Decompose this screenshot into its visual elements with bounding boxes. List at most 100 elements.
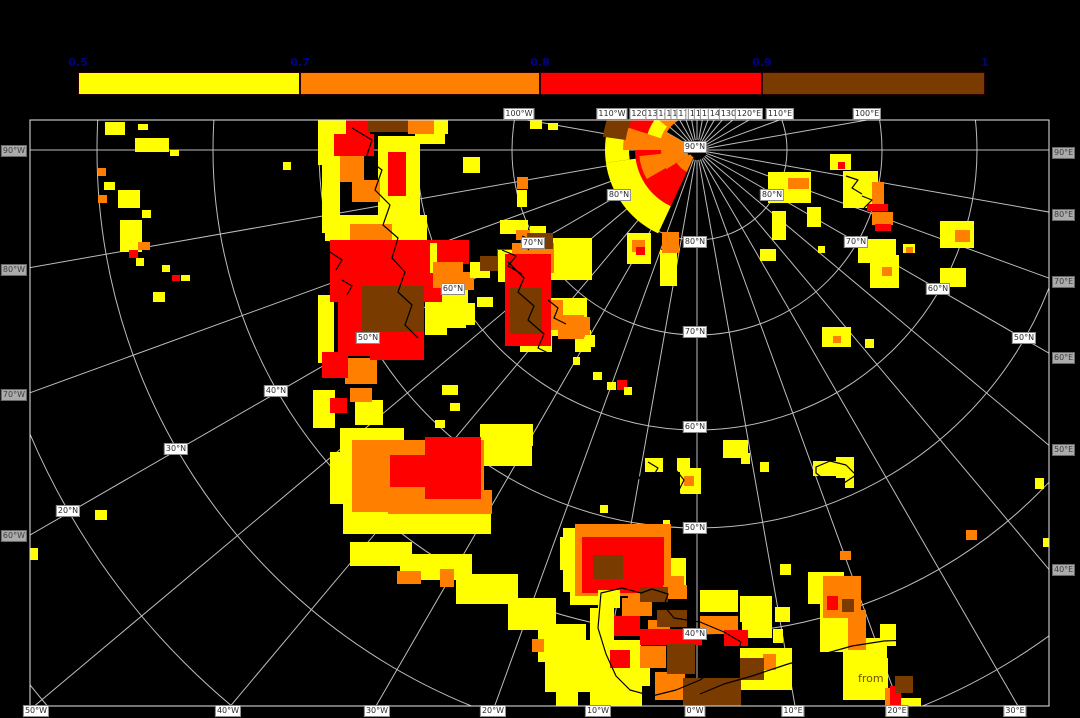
coastline xyxy=(507,261,555,357)
data-cell xyxy=(388,152,406,196)
colorbar-tick-label: 0.9 xyxy=(752,56,772,69)
data-cell xyxy=(740,658,764,680)
data-cell xyxy=(573,357,580,365)
latitude-label: 20°N xyxy=(55,505,81,517)
data-cell xyxy=(966,530,977,540)
right-longitude-label: 60°E xyxy=(1052,352,1076,364)
data-cell xyxy=(153,292,165,302)
coastline xyxy=(845,175,873,209)
data-cell xyxy=(510,288,542,334)
data-cell xyxy=(760,462,769,472)
data-cell xyxy=(432,120,448,134)
meridian-line xyxy=(30,151,688,269)
colorbar-segment xyxy=(300,72,540,95)
left-longitude-label: 80°W xyxy=(0,264,27,276)
data-cell xyxy=(322,158,340,233)
data-cell xyxy=(840,457,851,468)
latitude-label: 80°N xyxy=(759,189,785,201)
bottom-longitude-label: 0°W xyxy=(684,705,706,717)
data-cell xyxy=(842,599,854,612)
data-cell xyxy=(98,168,106,176)
data-cell xyxy=(955,230,970,242)
data-cell xyxy=(352,180,380,202)
data-cell xyxy=(700,590,738,612)
right-longitude-label: 40°E xyxy=(1052,564,1076,576)
coastline xyxy=(351,127,419,339)
data-cell xyxy=(845,479,854,488)
data-cell xyxy=(135,138,169,152)
coastline xyxy=(699,639,913,695)
data-cell xyxy=(882,267,892,276)
data-cell xyxy=(172,275,180,281)
coastline xyxy=(329,251,353,296)
meridian-line xyxy=(30,152,688,394)
data-cell xyxy=(456,574,518,604)
data-cell xyxy=(880,624,896,646)
data-cell xyxy=(368,120,408,132)
top-longitude-label: 110°W xyxy=(596,108,628,120)
data-cell xyxy=(340,152,364,182)
data-cell xyxy=(95,510,107,520)
data-cell xyxy=(593,372,602,380)
colorbar-segment xyxy=(78,72,300,95)
data-cell xyxy=(118,190,140,208)
data-cell xyxy=(600,505,608,513)
data-cell xyxy=(840,551,851,560)
data-cell xyxy=(741,453,750,464)
data-cell xyxy=(120,220,142,252)
coastline xyxy=(675,469,689,517)
data-cell xyxy=(818,246,825,253)
latitude-label: 80°N xyxy=(606,189,632,201)
coastline xyxy=(631,461,665,501)
latitude-label: 60°N xyxy=(682,421,708,433)
bottom-longitude-label: 20°W xyxy=(479,705,507,717)
map-frame xyxy=(29,119,1050,707)
meridian-line xyxy=(375,158,693,706)
data-cell xyxy=(772,211,786,240)
data-cell xyxy=(1043,538,1049,547)
latitude-label: 60°N xyxy=(925,283,951,295)
top-longitude-label: 100°W xyxy=(503,108,535,120)
meridian-line xyxy=(706,120,871,149)
latitude-label: 80°N xyxy=(682,236,708,248)
meridian-line xyxy=(30,154,689,536)
coastline xyxy=(597,587,742,697)
latitude-label: 50°N xyxy=(682,522,708,534)
data-cell xyxy=(98,195,107,203)
data-cell xyxy=(397,571,421,584)
data-cell xyxy=(895,698,921,706)
bottom-longitude-label: 30°W xyxy=(363,705,391,717)
data-cell xyxy=(350,224,392,242)
data-cell xyxy=(170,150,179,156)
colorbar-tick-label: 0.8 xyxy=(530,56,550,69)
left-longitude-label: 60°W xyxy=(0,530,27,542)
data-cell xyxy=(390,455,432,487)
data-cell xyxy=(617,380,627,390)
data-cell xyxy=(350,388,372,402)
data-cell xyxy=(636,247,645,255)
meridian-line xyxy=(494,159,695,706)
data-cell xyxy=(346,120,370,137)
data-cell xyxy=(838,162,845,169)
data-cell xyxy=(355,400,383,425)
coastline xyxy=(547,299,567,325)
data-cell xyxy=(517,177,528,189)
right-longitude-label: 90°E xyxy=(1052,147,1076,159)
data-cell xyxy=(516,230,530,240)
latitude-label: 70°N xyxy=(843,236,869,248)
data-cell xyxy=(657,610,687,627)
data-cell xyxy=(724,630,748,646)
meridian-line xyxy=(704,156,1049,447)
data-cell xyxy=(138,124,148,130)
data-sector xyxy=(605,158,672,234)
data-cell xyxy=(662,232,679,253)
latitude-label: 50°N xyxy=(355,332,381,344)
data-cell xyxy=(345,358,377,384)
latitude-label: 70°N xyxy=(682,326,708,338)
latitude-label: 30°N xyxy=(163,443,189,455)
data-cell xyxy=(450,403,460,411)
data-cell xyxy=(940,268,966,287)
data-cell xyxy=(548,123,558,130)
data-cell xyxy=(425,437,481,499)
